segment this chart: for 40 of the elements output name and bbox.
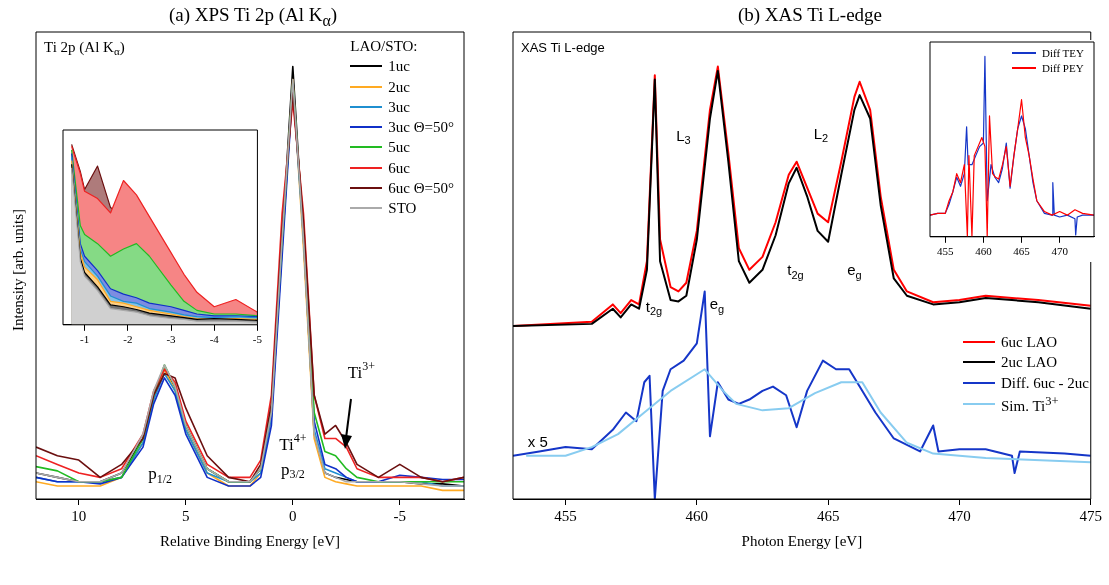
x-axis-title: Relative Binding Energy [eV] [159,532,341,549]
legend-label: 5uc [388,138,410,158]
legend-label: 6uc [388,158,410,178]
x-tick-label: 475 [1079,507,1102,524]
x-tick-label: 460 [685,507,709,524]
legend-label: 2uc LAO [1000,353,1058,373]
legend-label: 3uc Θ=50° [388,118,454,137]
chart-title: (a) XPS Ti 2p (Al K$_{α}$) [167,4,339,30]
chart-title: (b) XAS Ti L-edge [736,4,884,26]
legend-label: 1uc [388,57,410,77]
annotation: x 5 [527,433,548,451]
x-tick-label: -3 [166,333,177,346]
x-tick-label: 465 [1013,245,1031,258]
x-tick-label: 455 [554,507,577,524]
x-tick-label: -5 [393,507,407,524]
x-tick-label: -1 [80,333,90,346]
x-tick-label: 455 [937,245,955,258]
x-axis-title: Photon Energy [eV] [741,532,863,549]
x-tick-label: 460 [975,245,993,258]
legend-label: 6uc LAO [1000,333,1058,352]
x-tick-label: 10 [71,507,87,524]
x-tick-label: -2 [123,333,133,346]
x-tick-label: -5 [252,333,263,346]
x-tick-label: 470 [948,507,971,524]
legend-label: Diff PEY [1041,60,1084,76]
legend-label: Sim. Ti$^{3+}$ [1000,392,1059,416]
x-tick-label: 5 [182,507,190,524]
legend-label: 6uc Θ=50° [388,178,454,198]
y-axis-title: Intensity [arb. units] [9,208,27,332]
x-tick-label: 0 [289,507,297,524]
legend-label: STO [388,199,417,218]
x-tick-label: -4 [209,333,220,346]
legend-label: 2uc [388,77,410,97]
legend-label: Diff. 6uc - 2uc [1000,373,1089,393]
legend-label: 3uc [388,97,410,117]
legend-title: LAO/STO: [350,37,419,56]
text: XAS Ti L-edge [521,39,605,55]
legend-label: Diff TEY [1041,46,1084,61]
x-tick-label: 470 [1051,245,1069,258]
x-tick-label: 465 [816,507,840,524]
